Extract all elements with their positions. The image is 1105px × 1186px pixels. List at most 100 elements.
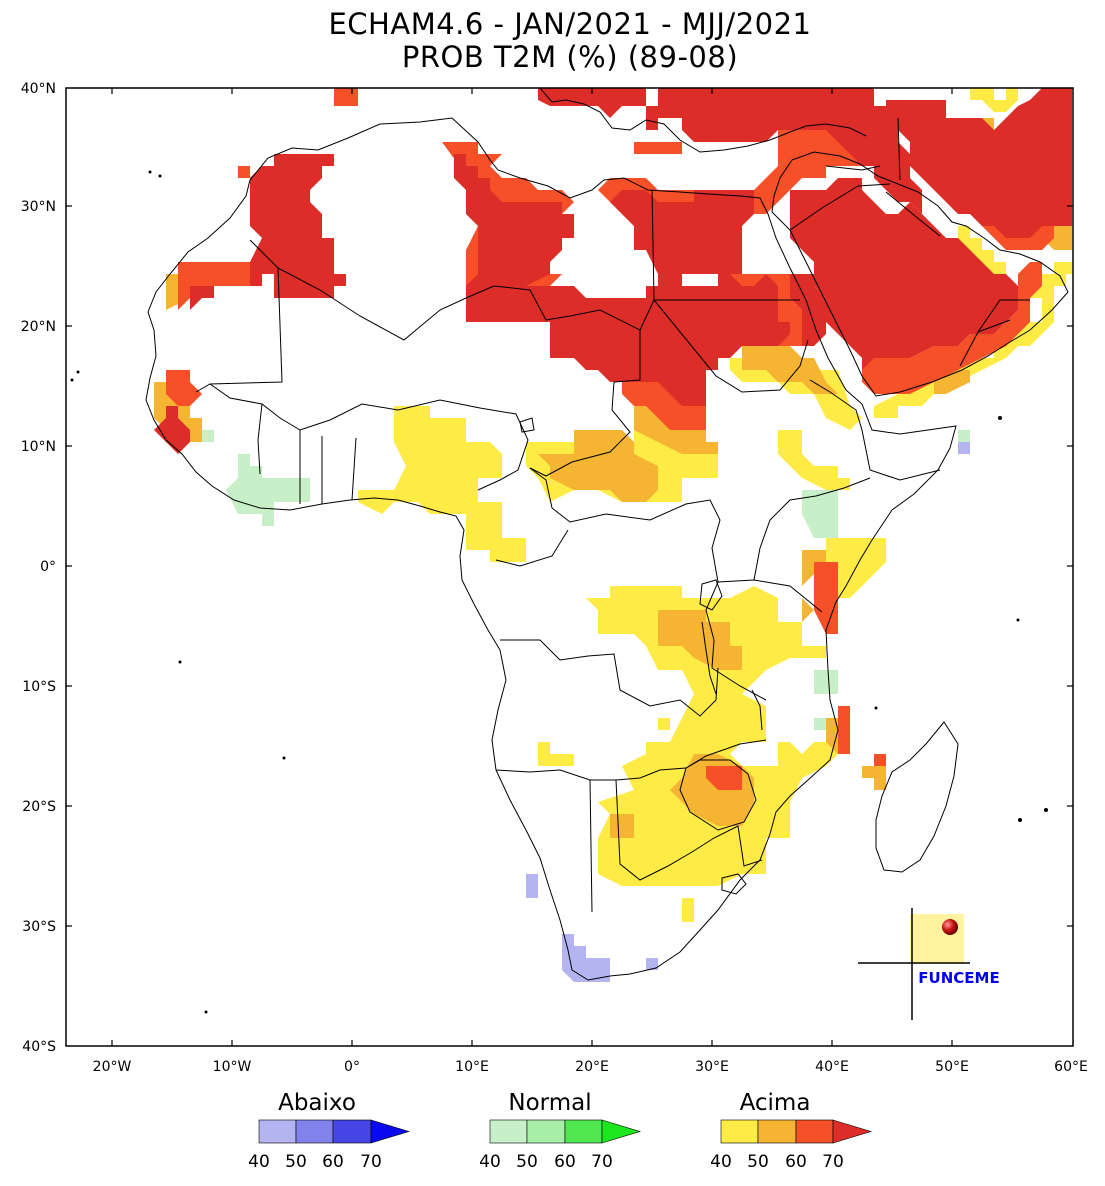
island-tristan bbox=[204, 1010, 208, 1014]
above50-madagascar bbox=[862, 766, 886, 790]
legend-below-swatch-40 bbox=[258, 1119, 297, 1144]
normal-patch-ethiopia bbox=[802, 490, 838, 538]
logo-square bbox=[910, 914, 964, 964]
border-mali bbox=[195, 267, 283, 393]
border-drc bbox=[495, 529, 719, 717]
above70-arabia bbox=[790, 178, 1018, 370]
above40-cameroon bbox=[490, 538, 526, 562]
title-line-2: PROB T2M (%) (89-08) bbox=[401, 40, 739, 74]
legend-above-tick-60: 60 bbox=[785, 1152, 807, 1172]
legend-below-arrow bbox=[370, 1119, 411, 1144]
above60-maghreb bbox=[238, 166, 250, 178]
probability-shading bbox=[154, 88, 1072, 982]
above60-zim bbox=[706, 766, 742, 790]
border-mideast bbox=[789, 117, 941, 237]
border-east bbox=[705, 477, 871, 701]
above60-kenya bbox=[814, 562, 838, 634]
island-canary-1 bbox=[148, 170, 152, 174]
above70-mideast bbox=[646, 88, 922, 214]
lake-victoria bbox=[699, 579, 723, 611]
legend-below-title: Abaixo bbox=[278, 1090, 356, 1116]
legend-normal-swatch-50 bbox=[526, 1119, 566, 1144]
title-line-1: ECHAM4.6 - JAN/2021 - MJJ/2021 bbox=[328, 7, 812, 41]
border-sudan bbox=[639, 299, 809, 393]
border-sahara-1 bbox=[249, 239, 495, 341]
legend-above-tick-40: 40 bbox=[710, 1152, 732, 1172]
legend-above-tick-70: 70 bbox=[822, 1152, 844, 1172]
lon-label-40e: 40°E bbox=[815, 1059, 849, 1075]
lake-chad bbox=[519, 417, 535, 433]
normal-patch-moz bbox=[814, 718, 826, 730]
legend-below: Abaixo 40 50 60 70 bbox=[248, 1090, 411, 1172]
above60-arabia bbox=[862, 262, 1042, 394]
legend-above-swatch-60 bbox=[795, 1119, 834, 1144]
lesotho-outline bbox=[721, 873, 747, 895]
above70-north-africa bbox=[466, 274, 790, 406]
lat-label-0: 0° bbox=[40, 559, 56, 575]
normal-patch-guinea bbox=[202, 430, 214, 442]
above40-sudan bbox=[730, 358, 862, 430]
above60-chad bbox=[622, 382, 706, 430]
lon-label-20w: 20°W bbox=[93, 1059, 132, 1075]
above40-angola-small bbox=[538, 742, 574, 766]
above50-car bbox=[538, 430, 658, 502]
border-central bbox=[529, 467, 721, 583]
island-cape-verde-2 bbox=[76, 370, 80, 374]
lake-malawi bbox=[751, 689, 763, 731]
border-sahara-2 bbox=[493, 285, 641, 383]
legend-above-swatch-50 bbox=[757, 1119, 797, 1144]
island-comoros bbox=[874, 706, 878, 710]
legend-normal-swatch-40 bbox=[489, 1119, 528, 1144]
border-horn bbox=[809, 379, 941, 481]
border-zim-moz bbox=[679, 759, 757, 831]
above60-sen bbox=[166, 370, 202, 406]
border-chad-car bbox=[529, 381, 631, 477]
legend-below-tick-40: 40 bbox=[248, 1152, 270, 1172]
below-patch-cape bbox=[562, 934, 610, 982]
legend-below-swatch-60 bbox=[332, 1119, 372, 1144]
island-cape-verde-1 bbox=[70, 378, 74, 382]
island-st-helena bbox=[178, 660, 182, 664]
lon-label-10e: 10°E bbox=[455, 1059, 489, 1075]
plot-frame bbox=[65, 87, 1074, 1047]
lon-label-30e: 30°E bbox=[695, 1059, 729, 1075]
above40-ethiopia bbox=[778, 430, 850, 490]
lat-label-10s: 10°S bbox=[22, 679, 56, 695]
above40-sa-east bbox=[682, 898, 694, 922]
lat-label-30n: 30°N bbox=[21, 199, 56, 215]
logo-text: FUNCEME bbox=[918, 969, 999, 987]
lon-label-60e: 60°E bbox=[1054, 1059, 1088, 1075]
mediterranean-north-coast bbox=[539, 88, 867, 153]
legend-normal-title: Normal bbox=[508, 1090, 591, 1116]
logo-sun-ball bbox=[942, 919, 958, 935]
legend-normal-arrow bbox=[601, 1119, 642, 1144]
funceme-logo: FUNCEME bbox=[858, 908, 1000, 1020]
border-nigeria bbox=[397, 399, 529, 491]
island-seychelles bbox=[1016, 618, 1020, 622]
lat-label-30s: 30°S bbox=[22, 919, 56, 935]
lat-label-20s: 20°S bbox=[22, 799, 56, 815]
madagascar-outline bbox=[875, 721, 959, 873]
border-west-1 bbox=[209, 383, 399, 431]
lon-label-10w: 10°W bbox=[213, 1059, 252, 1075]
above50-tanzania bbox=[658, 610, 742, 670]
map-outlines bbox=[145, 88, 1069, 981]
above40-arabia-north bbox=[970, 88, 1018, 112]
legend-normal-tick-50: 50 bbox=[516, 1152, 538, 1172]
lon-label-20e: 20°E bbox=[575, 1059, 609, 1075]
normal-patch-tanzania bbox=[814, 670, 838, 694]
island-reunion bbox=[1018, 818, 1022, 822]
africa-coastline bbox=[145, 117, 957, 981]
below-patch-namibia bbox=[526, 874, 538, 898]
above70-iran bbox=[886, 88, 1072, 238]
border-arabia-inner bbox=[959, 299, 1030, 367]
legend-above-tick-50: 50 bbox=[747, 1152, 769, 1172]
above60-greece bbox=[634, 142, 682, 154]
legend-normal-tick-40: 40 bbox=[479, 1152, 501, 1172]
island-ascension bbox=[282, 756, 286, 760]
border-west-2 bbox=[257, 403, 357, 504]
legend-below-tick-70: 70 bbox=[360, 1152, 382, 1172]
longitude-axis: 20°W 10°W 0° 10°E 20°E 30°E 40°E 50°E 60… bbox=[93, 88, 1088, 1075]
legend-normal: Normal 40 50 60 70 bbox=[479, 1090, 642, 1172]
